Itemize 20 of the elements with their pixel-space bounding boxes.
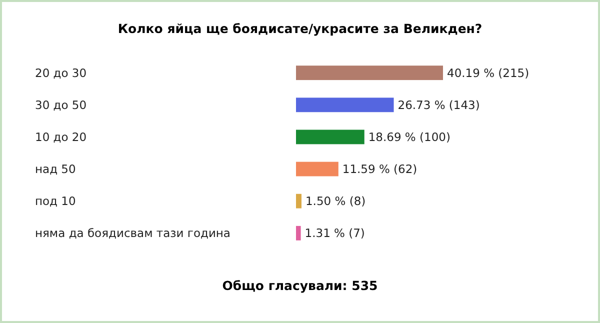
data-label: 1.31 % (7) [304,226,365,240]
data-label: 40.19 % (215) [447,66,530,80]
y-tick-label: под 10 [35,194,76,208]
bar [296,66,443,80]
bar [296,162,338,176]
y-tick-label: 20 до 30 [35,66,87,80]
y-tick-label: няма да боядисвам тази година [35,226,230,240]
y-tick-label: 10 до 20 [35,130,87,144]
y-tick-label: над 50 [35,162,76,176]
chart-title: Колко яйца ще боядисате/украсите за Великден? [118,21,482,36]
data-label: 26.73 % (143) [398,98,480,112]
bar [296,130,364,144]
data-label: 18.69 % (100) [368,130,450,144]
bar [296,98,394,112]
data-label: 1.50 % (8) [305,194,366,208]
text: Общо гласували: 535 [222,278,378,293]
bar [296,226,301,240]
bar [296,194,302,208]
y-tick-label: 30 до 50 [35,98,87,112]
data-label: 11.59 % (62) [342,162,418,176]
